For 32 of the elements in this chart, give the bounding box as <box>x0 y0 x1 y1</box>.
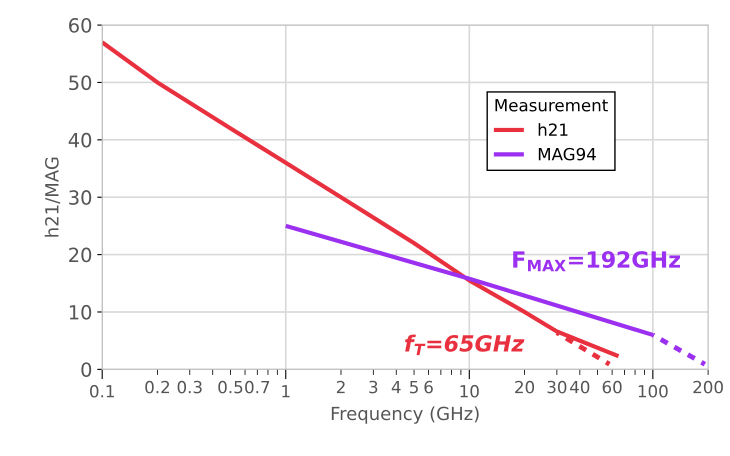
x-tick-label: 1 <box>282 385 290 398</box>
legend-label: h21 <box>538 123 568 136</box>
x-tick-label: 40 <box>570 380 590 394</box>
x-axis-title: Frequency (GHz) <box>332 406 479 424</box>
x-tick-label: 3 <box>369 380 378 394</box>
x-tick-label: 0.2 <box>145 380 170 394</box>
x-tick-label: 0.5 <box>218 380 242 394</box>
x-tick-label: 6 <box>424 380 433 394</box>
x-tick-label: 4 <box>392 380 401 394</box>
y-tick-label: 40 <box>68 132 92 148</box>
annotation: F$_{MAX}$=192GHz <box>513 251 680 272</box>
x-tick-label: 0.1 <box>90 384 114 398</box>
y-axis-title: h21/MAG <box>44 158 60 237</box>
x-tick-label: 5 <box>410 380 418 394</box>
y-tick-label: 60 <box>69 18 92 33</box>
x-tick-label: 200 <box>693 380 723 394</box>
x-tick-label: 2 <box>336 380 345 394</box>
y-tick-label: 0 <box>81 362 92 378</box>
x-tick-label: 10 <box>460 384 479 398</box>
annotation: f$_{T}$=65GHz <box>405 334 524 356</box>
x-tick-label: 100 <box>638 384 668 398</box>
x-tick-label: 0.7 <box>245 380 270 394</box>
x-tick-label: 60 <box>602 380 622 394</box>
x-tick-label: 30 <box>548 380 566 394</box>
x-tick-label: 20 <box>515 380 534 394</box>
y-tick-label: 10 <box>70 304 92 320</box>
legend-title: Measurement <box>496 99 608 112</box>
x-tick-label: 0.3 <box>178 380 202 394</box>
y-tick-label: 30 <box>69 190 92 205</box>
y-tick-label: 50 <box>69 75 92 90</box>
y-tick-label: 20 <box>69 248 92 262</box>
legend-label: MAG94 <box>538 148 596 160</box>
